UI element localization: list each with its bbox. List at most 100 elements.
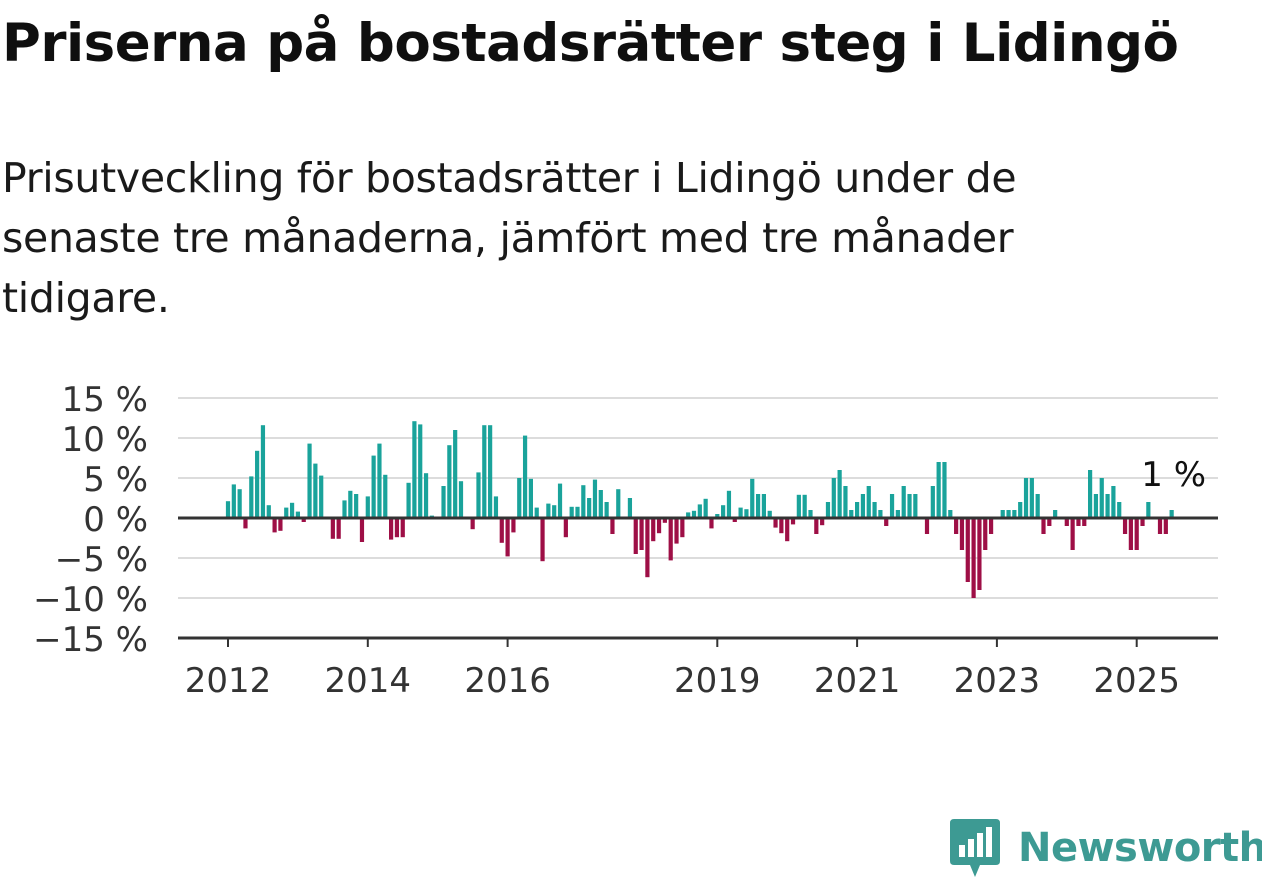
bar bbox=[348, 490, 353, 518]
y-tick-label: −15 % bbox=[33, 620, 148, 660]
x-tick-label: 2025 bbox=[1093, 661, 1180, 701]
bar bbox=[802, 494, 807, 518]
bar bbox=[604, 502, 609, 518]
bar bbox=[365, 496, 370, 518]
bar bbox=[616, 489, 621, 518]
bar bbox=[581, 485, 586, 518]
bar bbox=[907, 494, 912, 518]
bar bbox=[924, 518, 930, 534]
bar bbox=[750, 478, 755, 518]
bar bbox=[522, 435, 528, 518]
price-change-bar-chart: 15 %10 %5 %0 %−5 %−10 %−15 % 2012 2014 2016… bbox=[33, 380, 1218, 701]
bar bbox=[563, 518, 568, 538]
bar bbox=[849, 510, 854, 518]
bar bbox=[1012, 510, 1017, 518]
bar bbox=[674, 518, 679, 544]
bar bbox=[808, 510, 813, 518]
bar bbox=[680, 518, 685, 538]
bar bbox=[1082, 518, 1087, 526]
bar bbox=[744, 509, 749, 518]
bar bbox=[1169, 510, 1174, 518]
y-tick-label: 10 % bbox=[62, 420, 148, 460]
bar bbox=[1088, 470, 1093, 518]
bar bbox=[319, 475, 324, 518]
bar bbox=[610, 518, 615, 534]
bar bbox=[1146, 502, 1151, 518]
bar bbox=[942, 462, 947, 518]
bar bbox=[598, 490, 603, 518]
bar bbox=[1157, 518, 1163, 534]
bar bbox=[540, 518, 545, 562]
bar bbox=[557, 483, 563, 518]
bar bbox=[1111, 486, 1116, 518]
y-tick-label: 15 % bbox=[62, 380, 148, 420]
bar bbox=[732, 518, 737, 522]
bar bbox=[767, 510, 772, 518]
bar bbox=[225, 501, 231, 518]
x-tick-label: 2023 bbox=[954, 661, 1041, 701]
bar bbox=[389, 518, 394, 540]
bar bbox=[1064, 518, 1069, 526]
bar bbox=[721, 505, 726, 518]
bar bbox=[511, 518, 516, 533]
bar bbox=[394, 518, 400, 538]
bar bbox=[785, 518, 790, 542]
bar bbox=[330, 518, 335, 539]
x-tick-label: 2012 bbox=[185, 661, 272, 701]
bar bbox=[866, 486, 871, 518]
bar bbox=[936, 462, 941, 518]
bars bbox=[225, 421, 1174, 598]
bar bbox=[453, 430, 458, 518]
bar bbox=[895, 510, 900, 518]
bar bbox=[476, 472, 481, 518]
bar bbox=[499, 518, 504, 543]
bar bbox=[1000, 510, 1005, 518]
bar bbox=[1076, 518, 1081, 526]
bar bbox=[458, 481, 464, 518]
bar bbox=[983, 518, 988, 550]
bar bbox=[1122, 518, 1128, 534]
bar bbox=[796, 494, 801, 518]
latest-value-label: 1 % bbox=[1141, 455, 1206, 495]
bar bbox=[1047, 518, 1052, 526]
bar bbox=[1099, 478, 1104, 518]
bar bbox=[901, 486, 906, 518]
bar bbox=[825, 502, 831, 518]
bar bbox=[237, 489, 242, 518]
x-tick-label: 2019 bbox=[674, 661, 761, 701]
bar bbox=[959, 518, 965, 550]
bar bbox=[447, 445, 452, 518]
bar bbox=[1023, 478, 1029, 518]
x-tick-label: 2016 bbox=[464, 661, 551, 701]
axes bbox=[178, 516, 1218, 647]
bar bbox=[569, 506, 574, 518]
bar bbox=[1029, 478, 1034, 518]
bar bbox=[307, 443, 312, 518]
bar bbox=[1041, 518, 1046, 534]
bar bbox=[831, 478, 836, 518]
bar bbox=[1093, 494, 1099, 518]
bar bbox=[1128, 518, 1133, 550]
bar bbox=[493, 496, 499, 518]
bar bbox=[1134, 518, 1139, 550]
bar bbox=[779, 518, 784, 534]
bar bbox=[272, 518, 277, 533]
bar bbox=[295, 511, 300, 518]
bar bbox=[336, 518, 341, 539]
bar bbox=[266, 505, 271, 518]
y-tick-label: −10 % bbox=[33, 580, 148, 620]
bar bbox=[814, 518, 819, 534]
bar bbox=[790, 518, 796, 525]
bar bbox=[482, 425, 487, 518]
bar bbox=[773, 518, 778, 528]
bar bbox=[633, 518, 638, 554]
bar bbox=[534, 507, 539, 518]
bar bbox=[1140, 518, 1145, 526]
grid-lines bbox=[178, 397, 1218, 599]
bar bbox=[400, 518, 405, 538]
bar bbox=[284, 507, 289, 518]
bar bbox=[301, 518, 306, 522]
brand-name: Newsworthy bbox=[1018, 825, 1262, 871]
bar bbox=[709, 518, 714, 529]
bar bbox=[703, 498, 708, 518]
